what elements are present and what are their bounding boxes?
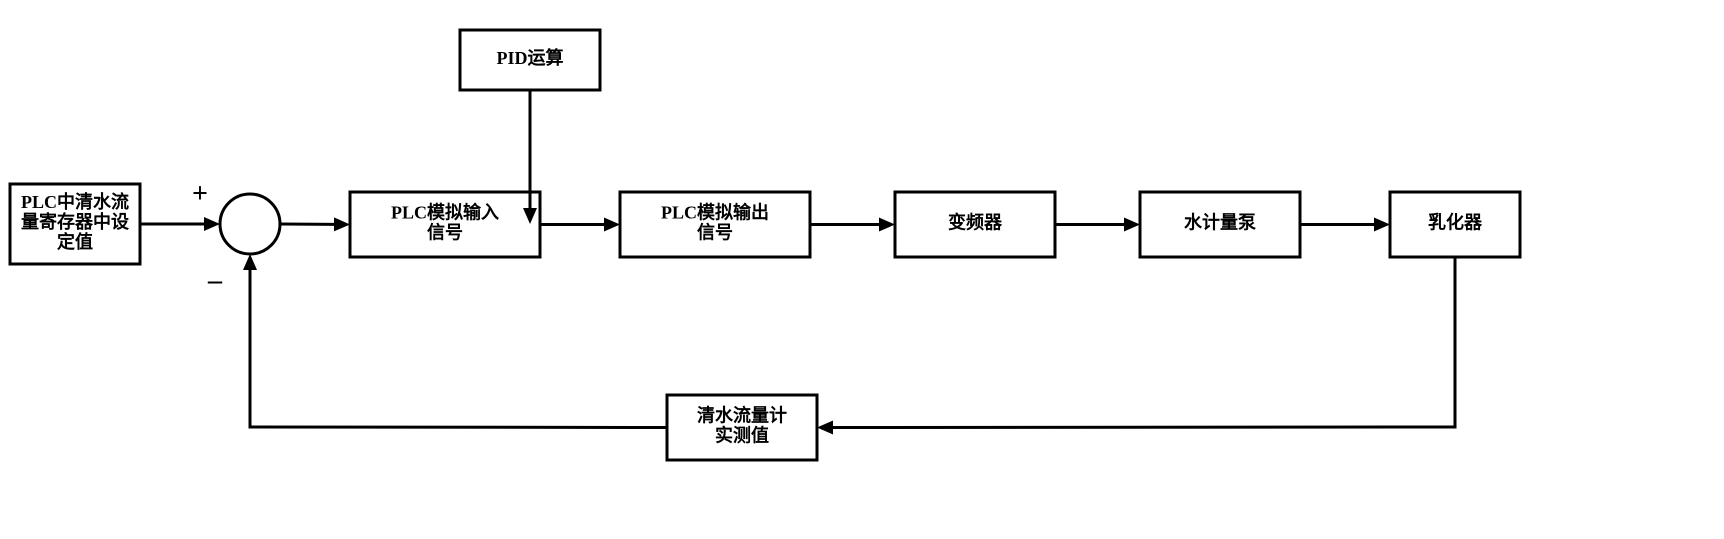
label-pid: PID运算 — [497, 47, 564, 68]
edge-8 — [250, 270, 667, 428]
arrowhead — [334, 217, 350, 231]
label-pump: 水计量泵 — [1184, 212, 1256, 233]
arrowhead — [604, 218, 620, 232]
edge-7 — [833, 257, 1455, 427]
label-vfd: 变频器 — [948, 212, 1003, 233]
arrowhead — [1124, 218, 1140, 232]
arrowhead — [1374, 218, 1390, 232]
summing-junction — [220, 194, 280, 254]
sign-plus: + — [192, 178, 208, 209]
sign-minus: _ — [207, 255, 223, 286]
arrowhead — [817, 420, 833, 434]
arrowhead — [879, 218, 895, 232]
arrowhead — [204, 217, 220, 231]
arrowhead — [243, 254, 257, 270]
label-emulsify: 乳化器 — [1428, 212, 1483, 233]
